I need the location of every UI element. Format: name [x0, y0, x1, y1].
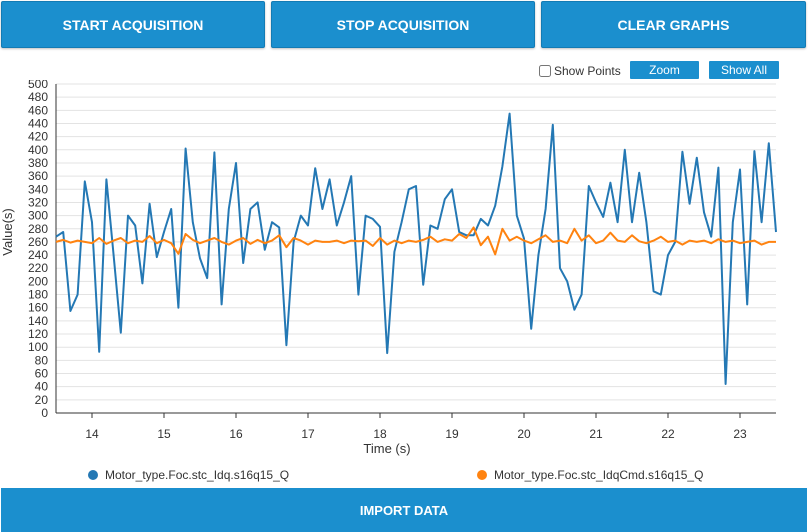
- x-tick-label: 20: [517, 427, 531, 441]
- y-tick-label: 340: [28, 182, 48, 196]
- x-tick-label: 21: [589, 427, 603, 441]
- y-tick-label: 180: [28, 288, 48, 302]
- y-tick-label: 140: [28, 314, 48, 328]
- x-axis-label: Time (s): [363, 441, 410, 456]
- x-tick-label: 15: [157, 427, 171, 441]
- show-points-label: Show Points: [554, 64, 621, 78]
- series-line-1[interactable]: [55, 112, 777, 385]
- y-tick-label: 80: [35, 353, 49, 367]
- y-tick-label: 220: [28, 261, 48, 275]
- line-chart[interactable]: 0204060801001201401601802002202402602803…: [0, 80, 808, 460]
- y-tick-label: 500: [28, 80, 48, 91]
- y-tick-label: 480: [28, 90, 48, 104]
- y-tick-label: 420: [28, 130, 48, 144]
- y-tick-label: 440: [28, 116, 48, 130]
- y-tick-label: 160: [28, 301, 48, 315]
- show-all-button[interactable]: Show All: [709, 61, 779, 79]
- y-tick-label: 40: [35, 380, 49, 394]
- stop-acquisition-button[interactable]: STOP ACQUISITION: [271, 1, 535, 48]
- y-tick-label: 380: [28, 156, 48, 170]
- y-tick-label: 260: [28, 235, 48, 249]
- y-axis-label: Value(s): [0, 208, 15, 255]
- import-data-button[interactable]: IMPORT DATA: [1, 488, 807, 532]
- y-tick-label: 360: [28, 169, 48, 183]
- y-tick-label: 460: [28, 103, 48, 117]
- y-tick-label: 280: [28, 222, 48, 236]
- y-tick-label: 300: [28, 209, 48, 223]
- y-tick-label: 200: [28, 274, 48, 288]
- show-points-option[interactable]: Show Points: [539, 62, 621, 80]
- zoom-button[interactable]: Zoom: [630, 61, 699, 79]
- x-tick-label: 23: [733, 427, 747, 441]
- legend-marker-idq: [88, 470, 98, 480]
- y-tick-label: 320: [28, 195, 48, 209]
- legend-label-idqcmd: Motor_type.Foc.stc_IdqCmd.s16q15_Q: [494, 468, 704, 482]
- start-acquisition-button[interactable]: START ACQUISITION: [1, 1, 265, 48]
- chart-axes: 0204060801001201401601802002202402602803…: [28, 80, 776, 441]
- y-tick-label: 60: [35, 367, 49, 381]
- legend-marker-idqcmd: [477, 470, 487, 480]
- legend-item-idq[interactable]: Motor_type.Foc.stc_Idq.s16q15_Q: [88, 468, 289, 482]
- show-points-checkbox[interactable]: [539, 65, 551, 77]
- x-tick-label: 14: [85, 427, 99, 441]
- x-tick-label: 18: [373, 427, 387, 441]
- chart-grid: [56, 83, 776, 414]
- y-tick-label: 100: [28, 340, 48, 354]
- y-tick-label: 240: [28, 248, 48, 262]
- x-tick-label: 16: [229, 427, 243, 441]
- series-line-2[interactable]: [55, 226, 776, 256]
- x-tick-label: 19: [445, 427, 459, 441]
- legend-item-idqcmd[interactable]: Motor_type.Foc.stc_IdqCmd.s16q15_Q: [477, 468, 703, 482]
- x-tick-label: 17: [301, 427, 315, 441]
- y-tick-label: 400: [28, 143, 48, 157]
- y-tick-label: 120: [28, 327, 48, 341]
- chart-series: [55, 112, 777, 385]
- legend-label-idq: Motor_type.Foc.stc_Idq.s16q15_Q: [105, 468, 290, 482]
- y-tick-label: 0: [41, 406, 48, 420]
- y-tick-label: 20: [35, 393, 49, 407]
- clear-graphs-button[interactable]: CLEAR GRAPHS: [541, 1, 806, 48]
- x-tick-label: 22: [661, 427, 675, 441]
